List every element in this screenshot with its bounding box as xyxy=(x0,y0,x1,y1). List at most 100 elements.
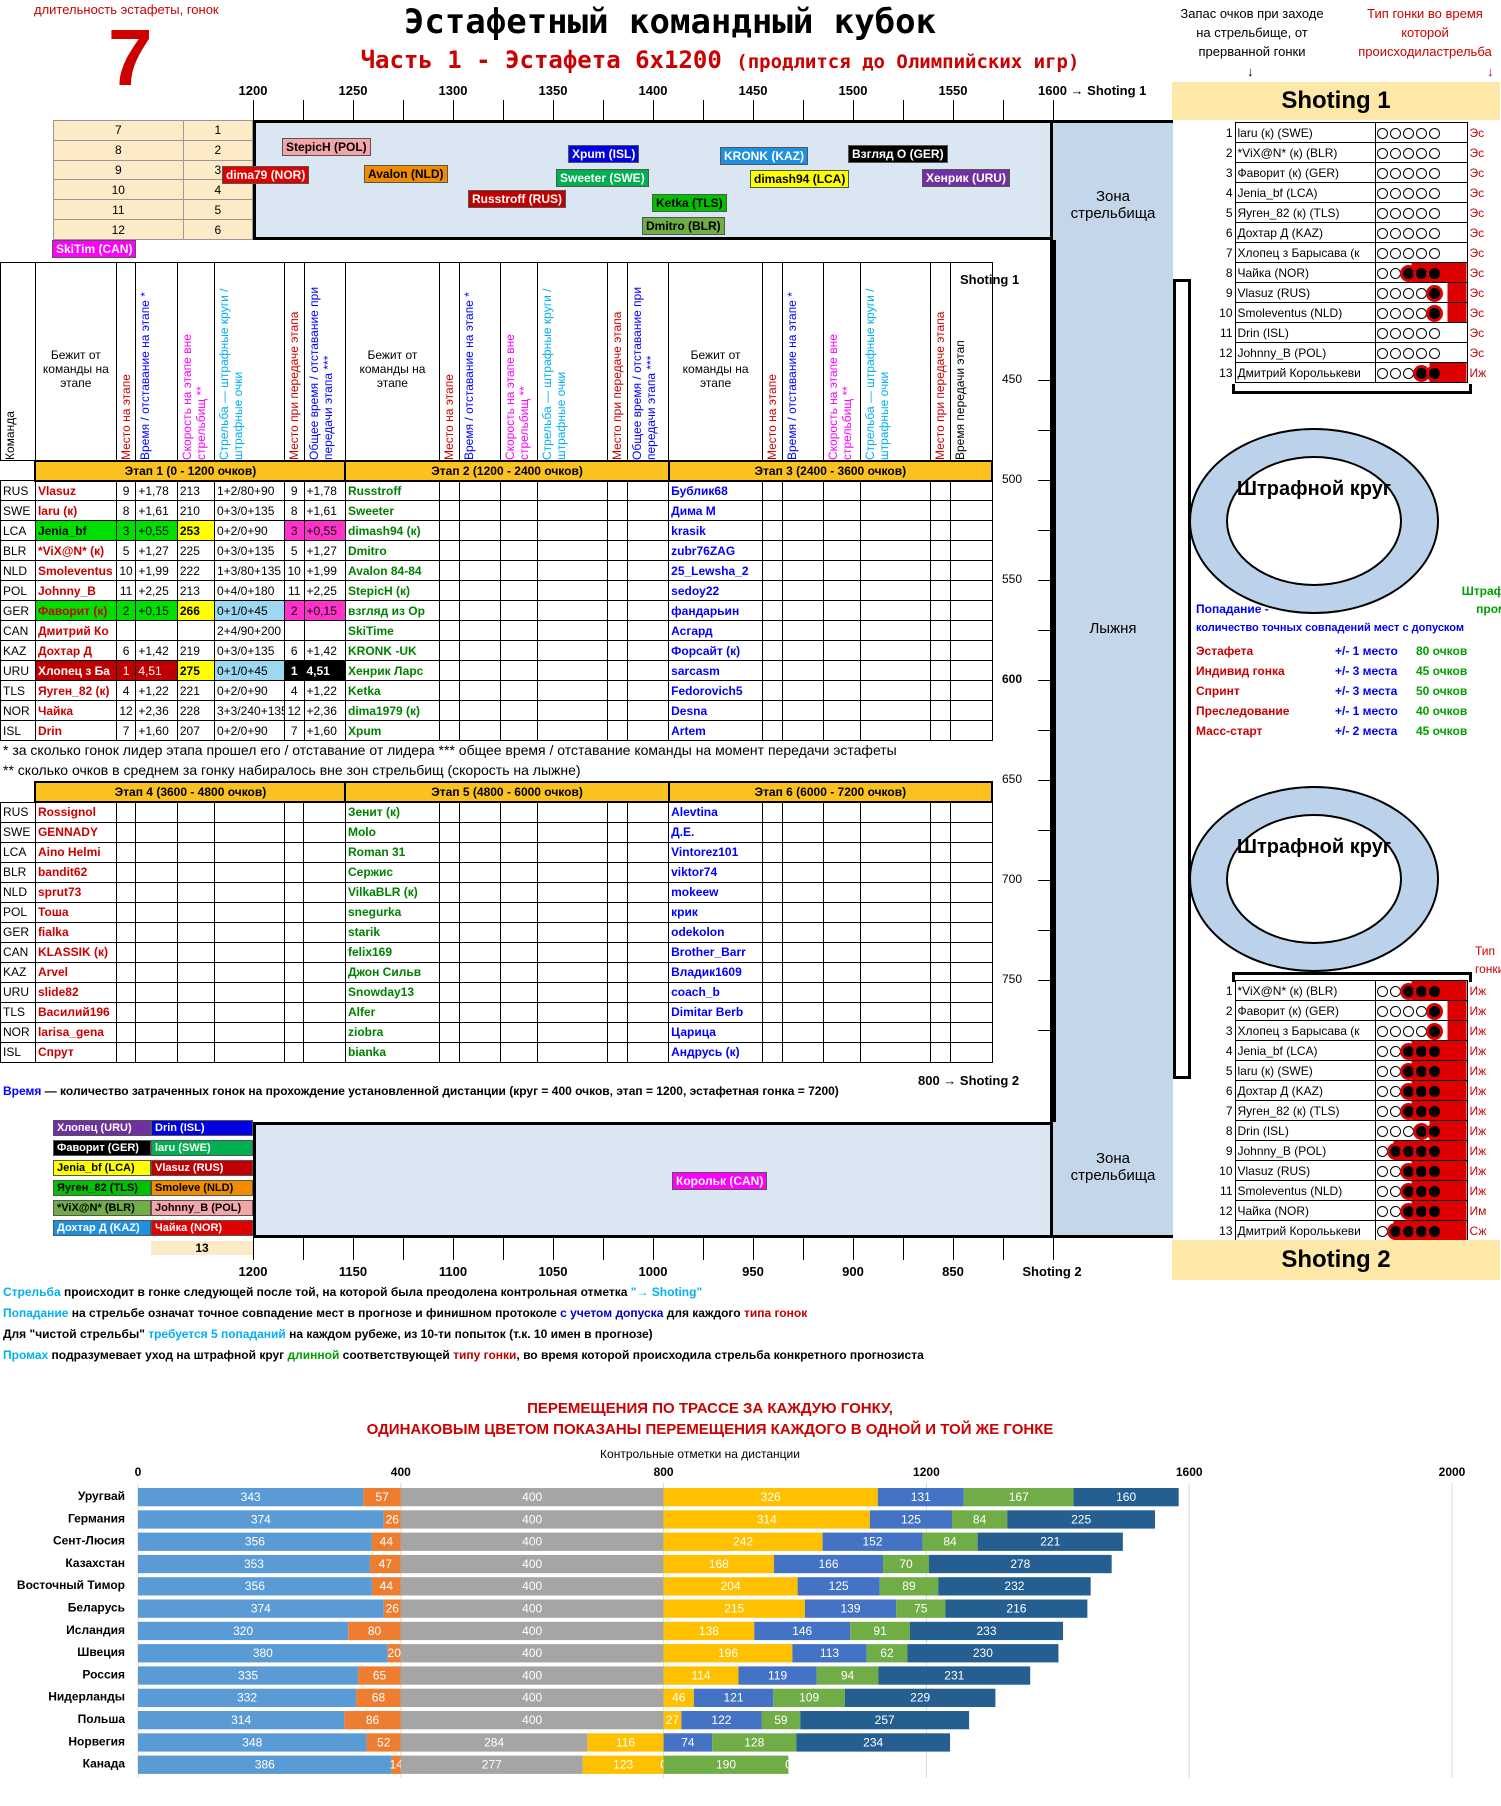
footnote-1: * за сколько гонок лидер этапа прошел ег… xyxy=(3,742,897,758)
runner-name: Arvel xyxy=(34,961,117,983)
runner-name: laru (к) xyxy=(34,500,117,521)
shot-dots xyxy=(1374,1020,1468,1041)
shooter-num: 1 xyxy=(1225,125,1233,140)
race-type: Эс xyxy=(1469,245,1485,260)
runner-tag: Dmitro (BLR) xyxy=(642,217,725,235)
chart-data-label: 314 xyxy=(231,1713,251,1727)
shot-icon xyxy=(1389,985,1401,997)
runner-name: фандарьин xyxy=(668,600,764,621)
col-header-place_pass: Место при передаче этапа xyxy=(933,311,948,460)
chart-bar xyxy=(344,1711,401,1730)
chart-bar xyxy=(1073,1488,1179,1507)
penalty-points: 45 очков xyxy=(1416,664,1468,678)
shot-icon xyxy=(1389,1225,1401,1237)
runner-name: Владик1609 xyxy=(668,961,764,983)
stage-header: Этап 5 (4800 - 6000 очков) xyxy=(344,781,670,803)
shooter-num: 9 xyxy=(1225,285,1233,300)
runner-name: dimash94 (к) xyxy=(344,520,440,541)
stage-cell: 210 xyxy=(176,500,215,521)
chart-data-label: 231 xyxy=(944,1668,964,1682)
shot-icon xyxy=(1415,985,1427,997)
runner-name: Зенит (к) xyxy=(344,801,440,823)
chart-data-label: 139 xyxy=(841,1602,861,1616)
runner-name: Фаворит (к) xyxy=(34,600,117,621)
stage-grid-cell: 8 xyxy=(53,139,184,161)
shot-icon xyxy=(1402,985,1414,997)
shooter-num: 10 xyxy=(1219,1163,1233,1178)
shot-icon xyxy=(1415,227,1427,239)
penalty-race: Спринт xyxy=(1196,684,1240,698)
arrow-down-icon: ↓ xyxy=(1247,64,1254,79)
team-code: CAN xyxy=(0,620,36,641)
shot-icon xyxy=(1376,1085,1388,1097)
chart-bar xyxy=(138,1554,370,1574)
race-type: Эс xyxy=(1469,305,1485,320)
shooter-name: Дохтар Д (KAZ) xyxy=(1234,1080,1376,1101)
chart-bar xyxy=(938,1577,1091,1596)
chart-bar xyxy=(348,1621,401,1641)
time-note-text: — количество затраченных гонок на прохож… xyxy=(41,1084,839,1098)
stage-cell xyxy=(303,620,346,641)
scale-tick: 1450 xyxy=(738,83,768,98)
shot-icon xyxy=(1415,207,1427,219)
chart-category-label: Швеция xyxy=(77,1645,125,1659)
shot-icon xyxy=(1402,1065,1414,1077)
shot-icon xyxy=(1428,327,1440,339)
stage-cell: 11 xyxy=(115,580,137,601)
chart-bar xyxy=(138,1666,359,1685)
stage-cell: 0+2/0+90 xyxy=(213,680,285,701)
chart-data-label: 0 xyxy=(785,1758,792,1772)
chart-bar xyxy=(371,1532,401,1551)
chart-data-label: 91 xyxy=(873,1624,887,1638)
shot-icon xyxy=(1389,147,1401,159)
reserve-caption: Запас очков при заходе на стрельбище, от… xyxy=(1180,6,1324,59)
chart-bar xyxy=(663,1488,878,1507)
rule-note-part: , во время которой происходила стрельба … xyxy=(516,1348,924,1362)
penalty-tolerance: +/- 3 места xyxy=(1335,664,1398,678)
stage-header: Этап 4 (3600 - 4800 очков) xyxy=(34,781,347,803)
main-table-area xyxy=(0,240,1053,1122)
runner-tag: Avalon (NLD) xyxy=(364,165,448,183)
chart-bar xyxy=(797,1577,880,1596)
shot-icon xyxy=(1428,1225,1440,1237)
chart-data-label: 86 xyxy=(366,1713,380,1727)
chart-bar xyxy=(138,1621,349,1641)
stage-cell: +1,78 xyxy=(303,480,346,501)
chart-data-label: 400 xyxy=(522,1579,542,1593)
scale-tick: 1200 xyxy=(238,1264,268,1279)
shooter-num: 6 xyxy=(1225,1083,1233,1098)
chart-bar xyxy=(138,1688,357,1707)
stage-cell: +2,36 xyxy=(303,700,346,721)
race-type: Иж xyxy=(1469,1183,1487,1198)
stage-cell: 0+1/0+45 xyxy=(213,600,285,621)
runner-tag: Хенрик (URU) xyxy=(922,169,1010,187)
penalty-race: Эстафета xyxy=(1196,644,1254,658)
shot-icon xyxy=(1402,1005,1414,1017)
team-code: ISL xyxy=(0,1041,36,1063)
shot-icon xyxy=(1415,187,1427,199)
team-code: GER xyxy=(0,600,36,621)
chart-data-label: 380 xyxy=(253,1646,273,1660)
stage-grid-cell: 9 xyxy=(53,159,184,181)
col-header-time: Время / отставание на этапе * xyxy=(784,291,799,460)
team-code: NLD xyxy=(0,560,36,581)
shooter-num: 4 xyxy=(1225,185,1233,200)
chart-data-label: 230 xyxy=(973,1646,993,1660)
subtitle-main: Часть 1 - Эстафета 6х1200 xyxy=(360,46,722,74)
chart-data-label: 109 xyxy=(799,1691,819,1705)
runner-name: sarcasm xyxy=(668,660,764,681)
shot-icon xyxy=(1428,307,1440,319)
chart-data-label: 138 xyxy=(699,1624,719,1638)
shooter-name: Дохтар Д (KAZ) xyxy=(1234,222,1376,243)
shot-icon xyxy=(1376,1105,1388,1117)
shooter-name: Фаворит (к) (GER) xyxy=(1234,162,1376,183)
shot-icon xyxy=(1428,167,1440,179)
stage-grid-cell: 5 xyxy=(182,199,254,221)
runner-name: Форсайт (к) xyxy=(668,640,764,661)
shooter-num: 7 xyxy=(1225,1103,1233,1118)
runner-name: Vintorez101 xyxy=(668,841,764,863)
race-type: Эс xyxy=(1469,205,1485,220)
stage-cell: +1,42 xyxy=(135,640,178,661)
chart-bar xyxy=(663,1755,789,1774)
